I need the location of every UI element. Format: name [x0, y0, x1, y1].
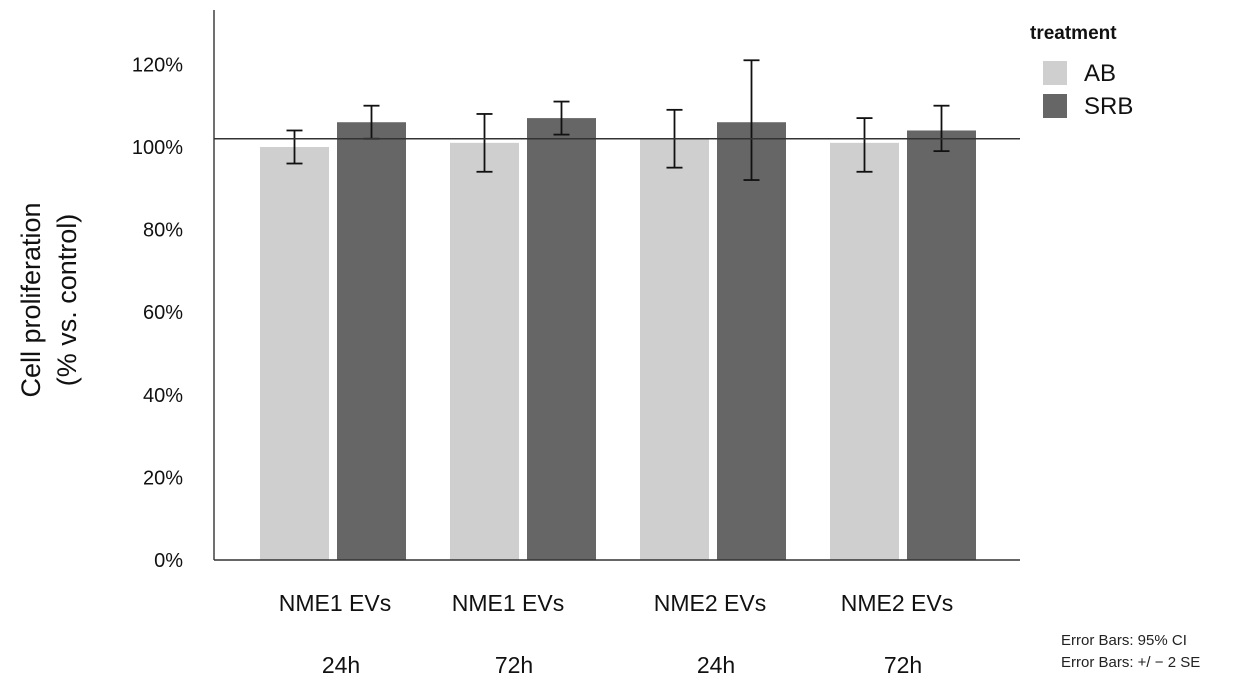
y-tick-label: 100%	[132, 137, 183, 159]
legend-title: treatment	[1030, 23, 1117, 44]
bar-ab	[450, 142, 519, 560]
bar-ab	[830, 142, 899, 560]
x-time-label: 24h	[697, 652, 735, 677]
y-tick-label: 60%	[143, 302, 183, 324]
legend-label-ab: AB	[1084, 60, 1116, 87]
error-bar	[286, 129, 303, 165]
y-tick-labels: 0% 20% 40% 60% 80% 100% 120%	[132, 54, 183, 572]
bar-srb	[527, 118, 596, 560]
error-bar	[933, 104, 950, 153]
x-time-label: 72h	[884, 652, 922, 677]
x-category-label: NME2 EVs	[841, 590, 953, 616]
bars	[260, 118, 976, 561]
bar-ab	[260, 147, 329, 560]
y-tick-label: 120%	[132, 54, 183, 76]
y-tick-label: 80%	[143, 220, 183, 242]
legend-swatch-ab	[1043, 61, 1067, 85]
error-bar-notes: Error Bars: 95% CI Error Bars: +/ − 2 SE	[1061, 632, 1200, 671]
bar-srb	[717, 122, 786, 560]
y-tick-label: 40%	[143, 385, 183, 407]
bar-srb	[907, 130, 976, 561]
error-bar	[856, 117, 873, 173]
y-tick-label: 0%	[154, 550, 183, 572]
y-tick-label: 20%	[143, 467, 183, 489]
y-axis-title: Cell proliferation (% vs. control)	[16, 202, 82, 397]
x-category-label: NME1 EVs	[452, 590, 564, 616]
y-axis-title-line: Cell proliferation	[16, 202, 46, 397]
legend: treatment AB SRB	[1030, 23, 1133, 120]
x-category-labels: NME1 EVs 24h NME1 EVs 72h NME2 EVs 24h NME2 EV…	[279, 590, 953, 677]
error-bar	[476, 113, 493, 173]
x-category-label: NME2 EVs	[654, 590, 766, 616]
x-time-label: 24h	[322, 652, 360, 677]
error-bar-note: Error Bars: +/ − 2 SE	[1061, 654, 1200, 671]
error-bar	[743, 59, 760, 181]
bar-ab	[640, 138, 709, 561]
x-category-label: NME1 EVs	[279, 590, 391, 616]
bar-srb	[337, 122, 406, 560]
legend-swatch-srb	[1043, 94, 1067, 118]
legend-label-srb: SRB	[1084, 93, 1133, 120]
error-bar	[553, 100, 570, 136]
x-time-label: 72h	[495, 652, 533, 677]
y-axis-title-line: (% vs. control)	[52, 214, 82, 387]
error-bar-note: Error Bars: 95% CI	[1061, 632, 1187, 649]
